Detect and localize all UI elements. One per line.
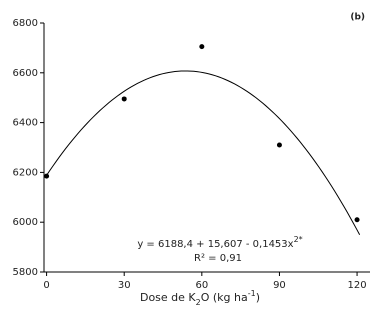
point [354, 217, 360, 223]
x-axis-label: Dose de K2O (kg ha-1) [140, 289, 260, 307]
y-tick-label: 6600 [13, 68, 38, 79]
r-squared: R² = 0,91 [194, 253, 242, 264]
y-tick-label: 6200 [13, 167, 38, 178]
point [44, 173, 50, 179]
y-tick-label: 6800 [13, 18, 38, 29]
x-tick-label: 30 [118, 280, 131, 291]
y-tick-label: 6000 [13, 217, 38, 228]
equation: y = 6188,4 + 15,607 - 0,1453x2* [137, 235, 302, 251]
point [199, 44, 205, 50]
x-tick-label: 90 [273, 280, 286, 291]
x-tick-label: 60 [195, 280, 208, 291]
fit-curve [46, 70, 361, 236]
point [121, 96, 127, 102]
point [276, 142, 282, 148]
x-tick-label: 0 [43, 280, 49, 291]
equation-superscript: 2* [294, 235, 303, 244]
x-label-superscript: -1 [248, 289, 256, 298]
x-tick-label: 120 [348, 280, 367, 291]
y-tick-label: 6400 [13, 118, 38, 129]
y-tick-label: 5800 [13, 267, 38, 278]
x-label-text: Dose de K [140, 291, 196, 304]
panel-label: (b) [350, 13, 365, 23]
x-label-text: O (kg ha [201, 291, 248, 304]
x-label-subscript: 2 [196, 298, 201, 307]
equation-text: y = 6188,4 + 15,607 - 0,1453x [137, 239, 293, 250]
x-label-text: ) [256, 291, 260, 304]
